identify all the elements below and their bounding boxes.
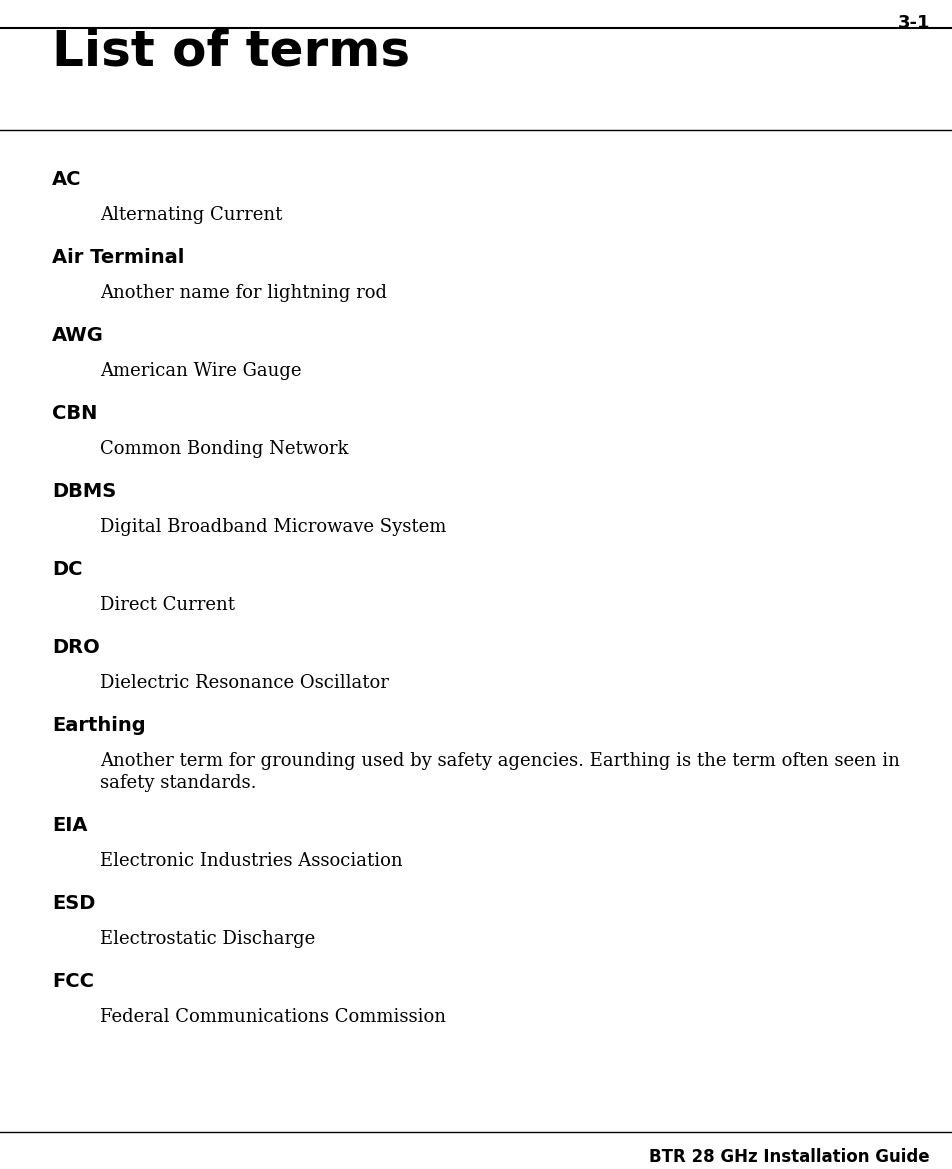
Text: EIA: EIA: [52, 816, 88, 835]
Text: American Wire Gauge: American Wire Gauge: [100, 362, 302, 380]
Text: Another term for grounding used by safety agencies. Earthing is the term often s: Another term for grounding used by safet…: [100, 752, 900, 770]
Text: Electronic Industries Association: Electronic Industries Association: [100, 852, 403, 870]
Text: safety standards.: safety standards.: [100, 774, 256, 793]
Text: Dielectric Resonance Oscillator: Dielectric Resonance Oscillator: [100, 675, 388, 692]
Text: FCC: FCC: [52, 971, 94, 991]
Text: Direct Current: Direct Current: [100, 596, 235, 614]
Text: Common Bonding Network: Common Bonding Network: [100, 440, 348, 458]
Text: DC: DC: [52, 560, 83, 579]
Text: Earthing: Earthing: [52, 715, 146, 735]
Text: 3-1: 3-1: [898, 14, 930, 32]
Text: BTR 28 GHz Installation Guide: BTR 28 GHz Installation Guide: [649, 1148, 930, 1165]
Text: Electrostatic Discharge: Electrostatic Discharge: [100, 931, 315, 948]
Text: Alternating Current: Alternating Current: [100, 206, 283, 224]
Text: Federal Communications Commission: Federal Communications Commission: [100, 1008, 446, 1026]
Text: AC: AC: [52, 170, 82, 189]
Text: ESD: ESD: [52, 894, 95, 913]
Text: DBMS: DBMS: [52, 482, 116, 502]
Text: Digital Broadband Microwave System: Digital Broadband Microwave System: [100, 518, 446, 537]
Text: Another name for lightning rod: Another name for lightning rod: [100, 284, 387, 302]
Text: List of terms: List of terms: [52, 27, 410, 75]
Text: DRO: DRO: [52, 638, 100, 657]
Text: Air Terminal: Air Terminal: [52, 248, 185, 267]
Text: CBN: CBN: [52, 404, 97, 423]
Text: AWG: AWG: [52, 326, 104, 345]
